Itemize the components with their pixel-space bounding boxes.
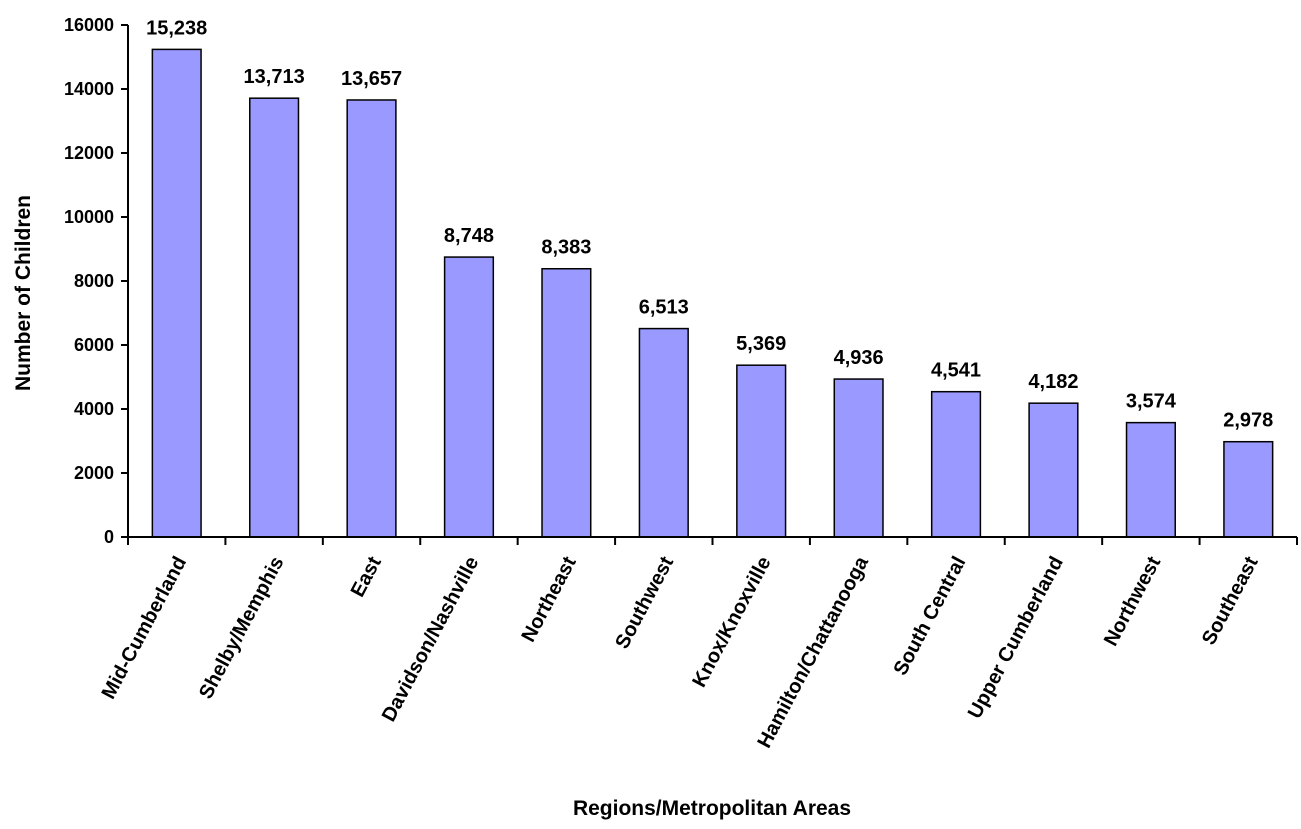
x-tick-label: South Central [889, 553, 970, 679]
data-label: 8,383 [541, 237, 591, 259]
x-tick-label: Davidson/Nashville [378, 553, 484, 725]
bar [151, 48, 202, 538]
x-tick-label: Upper Cumberland [964, 553, 1068, 722]
x-tick-label: Shelby/Memphis [195, 553, 289, 703]
y-axis-title: Number of Children [12, 195, 35, 391]
bar [1028, 402, 1079, 538]
x-tick-label: Southwest [611, 553, 678, 653]
bar [1223, 440, 1274, 538]
bar [249, 97, 300, 538]
data-label: 4,182 [1028, 371, 1078, 393]
data-label: 5,369 [736, 333, 786, 355]
value-labels: 15,238 13,713 13,657 8,748 8,383 6,513 5,369 4,… [146, 17, 1273, 431]
data-label: 13,657 [341, 68, 402, 90]
y-tick-label: 2000 [74, 463, 114, 483]
bar [346, 99, 397, 538]
x-tick-label: Mid-Cumberland [98, 553, 191, 703]
x-tick-label: Knox/Knoxville [688, 553, 775, 691]
x-tick-label: Northeast [518, 553, 581, 646]
category-labels: Mid-Cumberland Shelby/Memphis EastDavidson… [98, 552, 1263, 751]
data-label: 4,936 [834, 347, 884, 369]
y-tick-label: 12000 [64, 143, 114, 163]
bar [833, 378, 884, 538]
data-label: 4,541 [931, 360, 981, 382]
y-tick-label: 4000 [74, 399, 114, 419]
bar [541, 267, 592, 538]
bar [638, 327, 689, 538]
data-label: 6,513 [639, 297, 689, 319]
x-tick-label: Northwest [1100, 553, 1165, 650]
x-tick-label: Hamilton/Chattanooga [753, 552, 873, 751]
bars-layer [151, 48, 1274, 538]
y-tick-label: 8000 [74, 271, 114, 291]
x-ticks [127, 537, 1298, 545]
x-tick-label: East [347, 553, 386, 601]
y-tick-label: 10000 [64, 207, 114, 227]
y-tick-label: 14000 [64, 79, 114, 99]
x-axis-title: Regions/Metropolitan Areas [573, 797, 851, 820]
data-label: 8,748 [444, 225, 494, 247]
axes-layer [127, 25, 1297, 538]
y-tick-label: 0 [104, 527, 114, 547]
bar [736, 364, 787, 538]
bar [1125, 421, 1176, 538]
y-tick-label: 6000 [74, 335, 114, 355]
x-tick-label: Southeast [1198, 553, 1263, 649]
y-tick-label: 16000 [64, 15, 114, 35]
y-ticks: 0 2000 4000 6000 8000 10000 12000 14000 16000 [64, 15, 128, 547]
bar [930, 390, 982, 538]
data-label: 15,238 [146, 17, 207, 39]
data-label: 3,574 [1126, 391, 1177, 413]
bar [443, 256, 495, 538]
data-label: 13,713 [244, 66, 305, 88]
data-label: 2,978 [1223, 410, 1273, 432]
